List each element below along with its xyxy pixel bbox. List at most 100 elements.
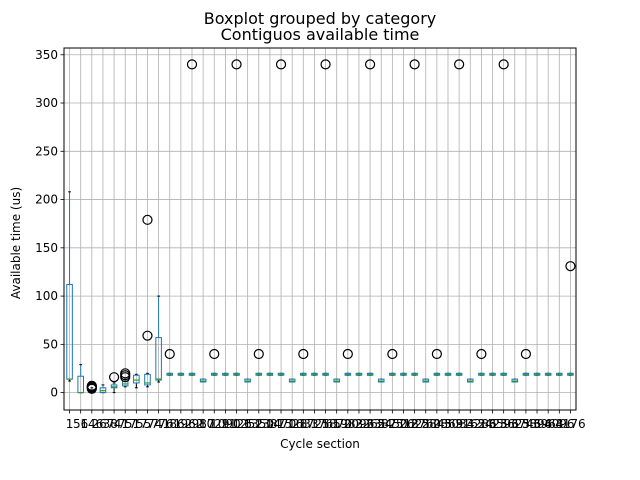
box-1528: [288, 378, 296, 383]
x-tick-label: 2518: [388, 417, 419, 431]
y-tick-label: 200: [35, 193, 58, 207]
x-tick-label: 2760: [410, 417, 441, 431]
box-iqr: [144, 373, 151, 386]
box-2387: [377, 378, 385, 383]
outlier-point: [320, 59, 331, 70]
y-tick-label: 0: [50, 386, 58, 400]
outlier-point: [120, 368, 131, 379]
outlier-point: [409, 59, 420, 70]
box-3896: [533, 372, 541, 376]
x-tick-label: 3625: [500, 417, 531, 431]
box-3746: [520, 348, 532, 376]
outlier-point: [86, 380, 97, 391]
outlier-point: [431, 348, 442, 360]
outlier-point: [298, 348, 309, 360]
box-series: [66, 59, 576, 394]
x-tick-label: 1126: [221, 417, 252, 431]
x-tick-label: 2450: [377, 417, 408, 431]
x-tick-label: 3162: [455, 417, 486, 431]
box-1126: [231, 59, 242, 376]
box-4096: [556, 372, 563, 376]
x-tick-label: 962: [181, 417, 204, 431]
box-1633: [298, 348, 309, 376]
box-iqr: [155, 337, 162, 381]
x-axis-ticks: 1 561462673874175175577417618629629871029…: [66, 410, 586, 431]
outlier-point: [364, 59, 376, 70]
x-tick-label: 3746: [511, 417, 542, 431]
box-987: [199, 378, 207, 383]
box-iqr: [133, 374, 140, 384]
x-tick-label: 1983: [333, 417, 364, 431]
box-1090: [222, 372, 229, 376]
y-tick-label: 250: [35, 144, 58, 158]
box-146: [86, 380, 97, 394]
box-3963: [544, 372, 552, 376]
box-862: [177, 372, 185, 376]
box-1470: [275, 59, 287, 376]
x-tick-label: 3286: [466, 417, 497, 431]
x-tick-label: 1252: [232, 417, 263, 431]
x-tick-label: 1387: [255, 417, 286, 431]
outlier-point: [342, 348, 353, 360]
box-3162: [466, 378, 474, 383]
box-1870: [333, 378, 340, 383]
x-tick-label: 1: [66, 417, 74, 431]
outlier-point: [253, 348, 264, 360]
box-1029: [209, 348, 220, 376]
outlier-point: [142, 330, 153, 341]
x-tick-label: 741: [147, 417, 170, 431]
box-3286: [476, 348, 487, 376]
box-962: [186, 59, 198, 376]
x-tick-label: 56: [73, 417, 88, 431]
outlier-point: [498, 59, 509, 70]
x-tick-label: 3596: [488, 417, 519, 431]
x-tick-label: 146: [80, 417, 103, 431]
box-1983: [342, 348, 353, 376]
box-1: [66, 191, 73, 382]
x-tick-label: 557: [136, 417, 159, 431]
box-557: [142, 214, 153, 388]
x-tick-label: 761: [158, 417, 181, 431]
y-tick-label: 300: [35, 96, 58, 110]
outlier-point: [275, 59, 287, 70]
y-tick-label: 50: [43, 337, 58, 351]
outlier-point: [476, 348, 487, 360]
x-tick-label: 3963: [533, 417, 564, 431]
chart-title: Contiguos available time: [221, 25, 420, 44]
x-tick-label: 987: [192, 417, 215, 431]
box-3625: [511, 378, 519, 383]
x-tick-label: 862: [169, 417, 192, 431]
outlier-point: [454, 59, 465, 70]
box-741: [155, 295, 162, 383]
x-tick-label: 2096: [344, 417, 375, 431]
outlier-point: [565, 261, 576, 272]
box-3425: [489, 372, 496, 376]
box-3034: [454, 59, 465, 376]
box-2518: [400, 372, 407, 376]
box-267: [99, 384, 107, 394]
box-2450: [387, 348, 398, 376]
box-2096: [355, 372, 363, 376]
x-tick-label: 1633: [288, 417, 319, 431]
outlier-point: [164, 348, 175, 360]
x-tick-label: 1765: [310, 417, 341, 431]
box-3596: [498, 59, 509, 376]
box-2869: [444, 372, 452, 376]
box-2265: [364, 59, 376, 376]
box-2845: [431, 348, 442, 376]
x-tick-label: 3425: [477, 417, 508, 431]
x-tick-label: 1870: [321, 417, 352, 431]
x-tick-label: 2869: [433, 417, 464, 431]
chart-suptitle: Boxplot grouped by category: [204, 9, 436, 28]
box-1765: [320, 59, 331, 376]
outlier-point: [387, 348, 398, 360]
box-1350: [253, 348, 264, 376]
box-517: [133, 373, 140, 389]
grid-lines: [64, 48, 576, 410]
outlier-point: [108, 372, 120, 383]
x-tick-label: 1350: [244, 417, 275, 431]
box-1725: [311, 372, 318, 376]
x-tick-label: 1029: [199, 417, 230, 431]
x-tick-label: 2625: [399, 417, 430, 431]
